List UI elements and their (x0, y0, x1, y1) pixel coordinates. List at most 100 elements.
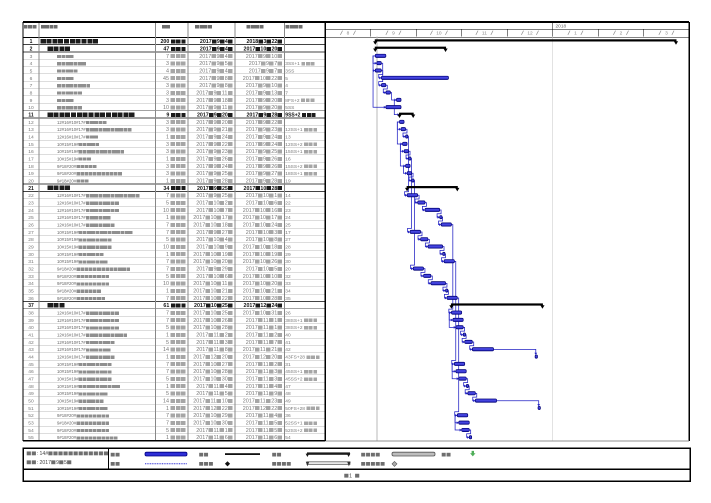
svg-text:10#15#19#: 10#15#19# (57, 391, 79, 396)
svg-text:2017: 2017 (196, 340, 208, 346)
svg-text:10: 10 (260, 215, 266, 221)
svg-text:11: 11 (222, 90, 228, 96)
svg-text:9: 9 (274, 391, 277, 397)
svg-text:11: 11 (260, 347, 266, 353)
svg-text:19: 19 (222, 252, 228, 258)
svg-text:10: 10 (211, 413, 217, 419)
svg-text:28: 28 (271, 296, 277, 302)
svg-text:3: 3 (274, 369, 277, 375)
svg-text:9: 9 (214, 149, 217, 155)
svg-text:22: 22 (222, 406, 228, 412)
svg-text:7: 7 (166, 259, 169, 265)
svg-text:14: 14 (163, 399, 169, 405)
svg-text:20: 20 (271, 98, 277, 104)
svg-text:47: 47 (28, 377, 34, 383)
svg-text:2017: 2017 (246, 98, 258, 104)
svg-text:7: 7 (285, 90, 288, 96)
svg-text:2018: 2018 (556, 23, 567, 29)
svg-text:1: 1 (274, 193, 277, 199)
svg-text:: 14#: : 14# (37, 451, 49, 457)
svg-text:26: 26 (222, 318, 228, 324)
svg-text:1: 1 (166, 215, 169, 221)
svg-text:2017: 2017 (196, 391, 208, 397)
svg-text:12SS+2: 12SS+2 (285, 142, 303, 148)
svg-text:2017: 2017 (196, 230, 208, 236)
svg-text:1: 1 (166, 355, 169, 361)
svg-text:45SS+2: 45SS+2 (285, 377, 303, 383)
svg-text:25: 25 (222, 186, 228, 192)
svg-text:30: 30 (222, 377, 228, 383)
svg-text:24: 24 (271, 223, 277, 229)
svg-text:52SS+1: 52SS+1 (285, 421, 303, 427)
svg-text:9: 9 (217, 83, 220, 89)
svg-text:2017: 2017 (196, 333, 208, 339)
svg-text:1: 1 (166, 252, 169, 258)
svg-text:2017: 2017 (193, 223, 205, 229)
svg-text:28: 28 (285, 245, 291, 251)
svg-text:12#16#10#17#: 12#16#10#17# (57, 347, 86, 352)
svg-text:38SS+1: 38SS+1 (285, 318, 303, 324)
svg-text:20: 20 (271, 105, 277, 111)
svg-text:9#18#20#: 9#18#20# (57, 421, 77, 426)
svg-text:3: 3 (166, 171, 169, 177)
svg-text:9: 9 (263, 98, 266, 104)
svg-text:12#16#10#17#: 12#16#10#17# (57, 193, 86, 198)
svg-text:2017: 2017 (246, 369, 258, 375)
svg-text:20: 20 (271, 355, 277, 361)
svg-text:38: 38 (28, 311, 34, 317)
svg-text:2017: 2017 (193, 289, 205, 295)
svg-text:9: 9 (263, 83, 266, 89)
svg-text:10: 10 (211, 303, 217, 309)
svg-text:41: 41 (28, 333, 34, 339)
svg-text:9: 9 (225, 245, 228, 251)
svg-text:2017: 2017 (246, 193, 258, 199)
svg-text:9#18#20#: 9#18#20# (57, 267, 77, 272)
svg-text:50: 50 (28, 399, 34, 405)
svg-text:3: 3 (166, 61, 169, 67)
svg-text:27: 27 (28, 230, 34, 236)
svg-text:2017: 2017 (243, 259, 255, 265)
svg-text:2017: 2017 (193, 311, 205, 317)
svg-text:18: 18 (28, 164, 34, 170)
svg-text:2017: 2017 (246, 377, 258, 383)
svg-text:8: 8 (225, 76, 228, 82)
svg-text:2017: 2017 (243, 355, 255, 361)
svg-text:10: 10 (260, 252, 266, 258)
svg-text:4: 4 (225, 46, 228, 52)
svg-text:49: 49 (28, 391, 34, 397)
svg-text:10: 10 (260, 245, 266, 251)
svg-text:2017: 2017 (196, 245, 208, 251)
svg-text:5: 5 (166, 200, 169, 206)
svg-text:1: 1 (30, 39, 33, 45)
svg-text:9#18#20#: 9#18#20# (57, 178, 77, 183)
svg-text:2017: 2017 (243, 399, 255, 405)
svg-text:9: 9 (263, 90, 266, 96)
svg-text:12: 12 (260, 355, 266, 361)
svg-text:3: 3 (225, 340, 228, 346)
svg-text:10: 10 (28, 105, 34, 111)
svg-text:37: 37 (28, 303, 34, 309)
svg-text:2017: 2017 (196, 156, 208, 162)
svg-text:4: 4 (225, 54, 228, 60)
svg-text:20: 20 (28, 178, 34, 184)
svg-text:48: 48 (285, 391, 291, 397)
svg-text:7: 7 (166, 193, 169, 199)
svg-text:24: 24 (222, 164, 228, 170)
svg-text:2017: 2017 (199, 83, 211, 89)
svg-text:9: 9 (263, 171, 266, 177)
svg-text:2017: 2017 (199, 68, 211, 74)
svg-text:10: 10 (211, 318, 217, 324)
svg-text:5: 5 (274, 421, 277, 427)
svg-text:27: 27 (222, 362, 228, 368)
svg-text:12#16#10#17#: 12#16#10#17# (57, 311, 86, 316)
svg-text:2017: 2017 (196, 90, 208, 96)
svg-text:11: 11 (222, 281, 228, 287)
svg-text:2017: 2017 (243, 252, 255, 258)
svg-text:9: 9 (263, 149, 266, 155)
svg-text:11: 11 (263, 435, 269, 441)
svg-text:9: 9 (214, 156, 217, 162)
svg-text:17: 17 (222, 215, 228, 221)
svg-text:4: 4 (225, 384, 228, 390)
svg-text:10: 10 (214, 245, 220, 251)
svg-text:10#15#19#: 10#15#19# (57, 362, 79, 367)
